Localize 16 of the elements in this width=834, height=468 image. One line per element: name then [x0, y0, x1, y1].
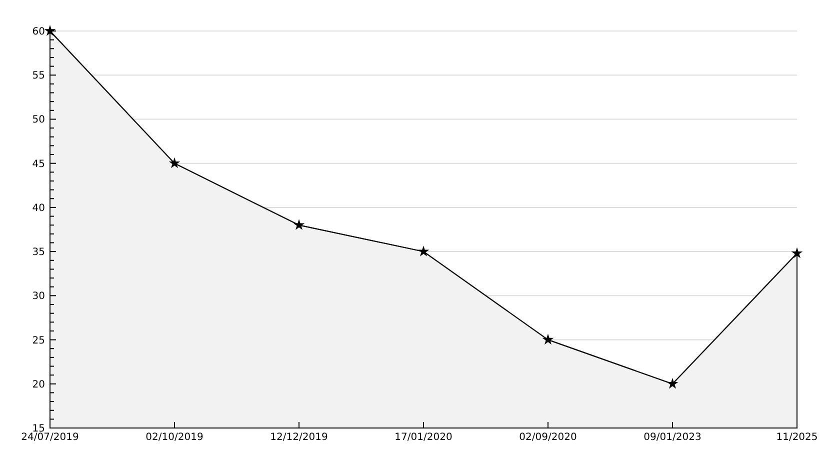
x-tick-label: 09/01/2023 — [644, 432, 702, 443]
y-tick-label: 25 — [32, 335, 45, 346]
x-tick-label: 11/2025 — [776, 432, 818, 443]
x-tick-label: 02/10/2019 — [146, 432, 204, 443]
y-tick-label: 55 — [32, 70, 45, 82]
x-tick-label: 12/12/2019 — [270, 432, 328, 443]
y-tick-label: 60 — [32, 26, 45, 38]
x-tick-label: 24/07/2019 — [21, 432, 79, 443]
y-tick-label: 50 — [32, 114, 45, 126]
x-tick-label: 02/09/2020 — [519, 432, 577, 443]
y-tick-label: 35 — [32, 247, 45, 258]
y-tick-label: 45 — [32, 158, 45, 170]
y-tick-label: 20 — [32, 379, 45, 390]
x-tick-label: 17/01/2020 — [394, 432, 452, 443]
y-tick-label: 40 — [32, 202, 45, 214]
y-tick-label: 30 — [32, 291, 45, 302]
